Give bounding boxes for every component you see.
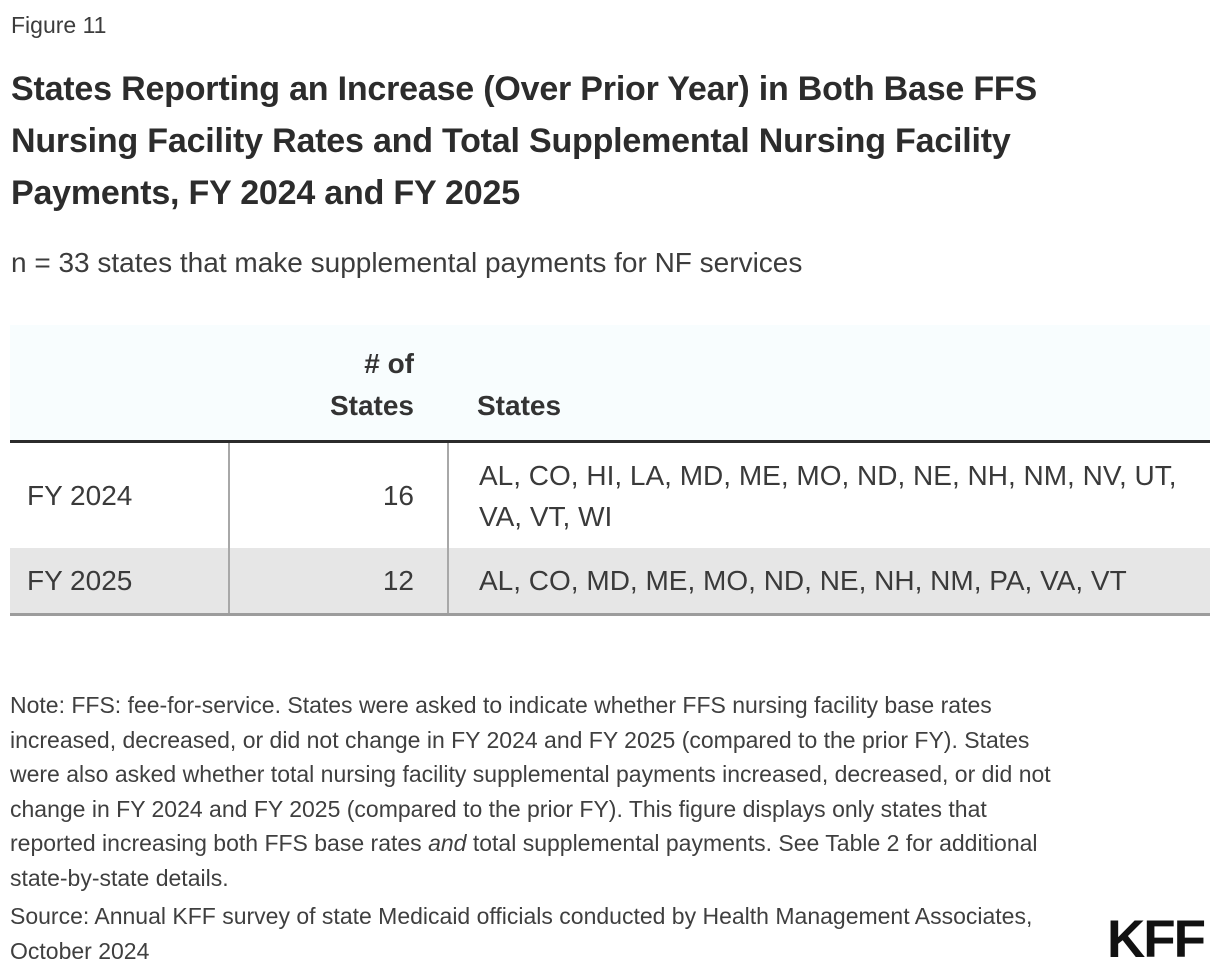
note-prefix: Note: FFS: fee-for-service. States were … xyxy=(10,692,1051,856)
data-table: # of States States FY 2024 16 AL, CO, HI… xyxy=(10,325,1210,616)
row-count-fy2024: 16 xyxy=(228,443,447,548)
row-count-fy2025: 12 xyxy=(228,548,447,613)
figure-title: States Reporting an Increase (Over Prior… xyxy=(11,70,1037,212)
table-row-fy2024: FY 2024 16 AL, CO, HI, LA, MD, ME, MO, N… xyxy=(10,443,1210,548)
column-header-states: States xyxy=(477,390,562,421)
column-header-num-states-label: # of States xyxy=(329,348,414,421)
row-states-fy2025: AL, CO, MD, ME, MO, ND, NE, NH, NM, PA, … xyxy=(447,548,1210,613)
table-header-row: # of States States xyxy=(10,325,1210,443)
row-states-fy2024: AL, CO, HI, LA, MD, ME, MO, ND, NE, NH, … xyxy=(447,443,1210,548)
note-suffix: total supplemental payments. See Table 2… xyxy=(10,830,1038,891)
figure-note: Note: FFS: fee-for-service. States were … xyxy=(10,688,1072,895)
figure-number-label: Figure 11 xyxy=(11,12,107,38)
kff-logo: KFF xyxy=(1106,910,1206,969)
figure-source: Source: Annual KFF survey of state Medic… xyxy=(10,903,1033,964)
row-label-fy2024: FY 2024 xyxy=(27,480,133,511)
note-italic-word: and xyxy=(428,830,467,856)
column-header-num-states: # of States xyxy=(228,343,447,440)
column-header-empty xyxy=(10,427,228,440)
table-row-fy2025: FY 2025 12 AL, CO, MD, ME, MO, ND, NE, N… xyxy=(10,548,1210,616)
figure-subtitle: n = 33 states that make supplemental pay… xyxy=(11,247,803,278)
row-label-fy2025: FY 2025 xyxy=(27,565,133,596)
